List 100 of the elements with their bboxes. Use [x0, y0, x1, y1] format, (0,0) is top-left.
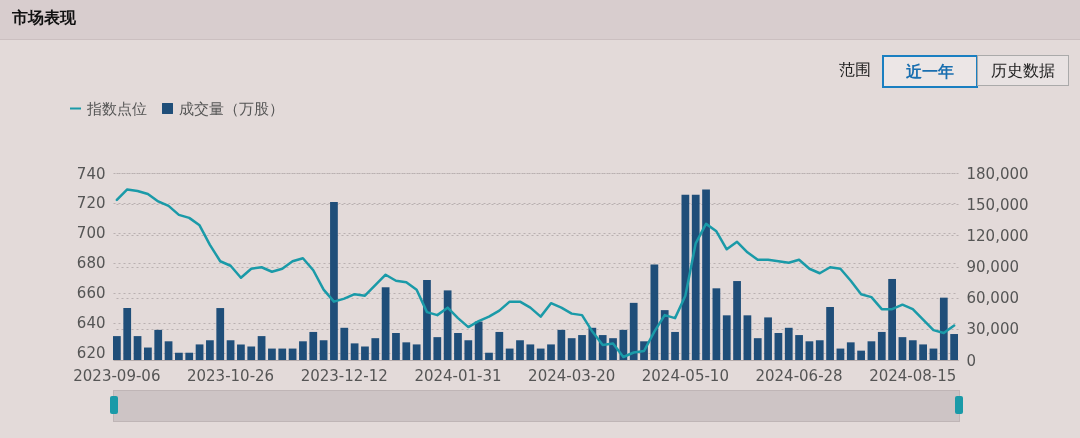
bar	[702, 189, 710, 360]
bar	[319, 340, 328, 360]
bar	[195, 344, 204, 360]
x-tick-label: 2024-08-15	[869, 366, 957, 385]
x-tick-label: 2024-06-28	[755, 366, 843, 385]
bar	[743, 315, 752, 360]
bar	[733, 281, 741, 360]
bar	[691, 194, 700, 360]
bar	[216, 308, 225, 360]
bar	[164, 341, 173, 360]
bar	[133, 336, 142, 360]
bar	[371, 338, 380, 360]
bar	[299, 341, 307, 360]
bar	[226, 340, 235, 360]
bar	[485, 352, 493, 360]
bar	[846, 342, 855, 360]
y2-tick-label: 0	[966, 351, 977, 370]
tab-button: 近一年	[882, 55, 978, 88]
bar	[784, 327, 793, 360]
bar	[857, 350, 865, 360]
bar	[826, 307, 834, 360]
bar	[123, 308, 132, 360]
bar	[454, 332, 462, 360]
bar	[867, 341, 876, 360]
bar	[423, 280, 431, 360]
bar	[361, 346, 369, 360]
chart-title: 市场表现	[12, 8, 76, 29]
bar	[722, 315, 731, 360]
legend-label: 成交量（万股）	[179, 99, 284, 118]
bar	[939, 297, 948, 360]
y-tick-label: 720	[76, 194, 106, 213]
bar	[898, 337, 907, 360]
y2-tick-label: 180,000	[966, 164, 1029, 183]
bar	[268, 348, 276, 360]
bar	[526, 344, 535, 360]
bar	[908, 340, 917, 360]
y2-tick-label: 150,000	[966, 195, 1029, 214]
bar	[340, 327, 349, 360]
bar	[402, 342, 411, 360]
bar	[516, 340, 524, 360]
y-tick-label: 680	[76, 254, 106, 273]
bar	[888, 278, 896, 360]
bar	[919, 344, 927, 360]
bar	[950, 334, 958, 360]
bar	[154, 329, 163, 360]
bar	[433, 337, 442, 360]
x-tick-label: 2024-03-20	[528, 366, 616, 385]
bar	[567, 338, 576, 360]
bar	[206, 340, 214, 360]
y-tick-label: 640	[76, 314, 106, 333]
y2-tick-label: 120,000	[966, 226, 1029, 245]
bar	[495, 331, 504, 360]
x-tick-label: 2023-12-12	[300, 366, 388, 385]
x-tick-label: 2023-10-26	[186, 366, 275, 385]
bar	[185, 352, 194, 360]
bar	[815, 340, 824, 360]
bar	[144, 347, 152, 360]
bar	[712, 288, 721, 360]
bar	[381, 287, 390, 360]
y2-tick-label: 60,000	[966, 289, 1019, 308]
bar	[650, 264, 659, 360]
tab-button: 历史数据	[977, 55, 1069, 86]
bar	[753, 338, 762, 360]
bar	[330, 202, 338, 360]
bar	[660, 310, 669, 360]
bar	[764, 317, 772, 360]
bar	[350, 343, 359, 360]
y2-tick-label: 90,000	[966, 258, 1019, 276]
bar	[392, 332, 400, 360]
bar	[257, 336, 266, 360]
bar	[443, 290, 452, 360]
bar	[578, 335, 586, 360]
text: 范围	[838, 59, 872, 81]
bar	[247, 346, 256, 360]
y2-tick-label: 30,000	[966, 320, 1019, 339]
y-tick-label: 740	[76, 164, 106, 183]
bar	[505, 348, 514, 360]
bar	[309, 331, 318, 360]
y-tick-label: 660	[76, 284, 106, 303]
line-series	[115, 188, 956, 359]
bar	[175, 352, 183, 360]
bar	[474, 321, 483, 360]
y-tick-label: 700	[76, 224, 106, 243]
bar	[795, 335, 803, 360]
bar	[464, 340, 473, 360]
bar	[629, 302, 638, 360]
bar	[412, 344, 421, 360]
bar	[113, 336, 121, 360]
bar	[237, 344, 245, 360]
x-tick-label: 2023-09-06	[73, 366, 161, 385]
bar	[671, 331, 679, 360]
bar	[278, 348, 287, 360]
y-tick-label: 620	[76, 344, 106, 363]
bar	[774, 332, 783, 360]
bar	[557, 329, 566, 360]
bar	[547, 344, 555, 360]
bar	[536, 348, 545, 360]
legend-label: 指数点位	[86, 99, 147, 118]
x-tick-label: 2024-05-10	[641, 366, 729, 385]
bar	[805, 341, 814, 360]
